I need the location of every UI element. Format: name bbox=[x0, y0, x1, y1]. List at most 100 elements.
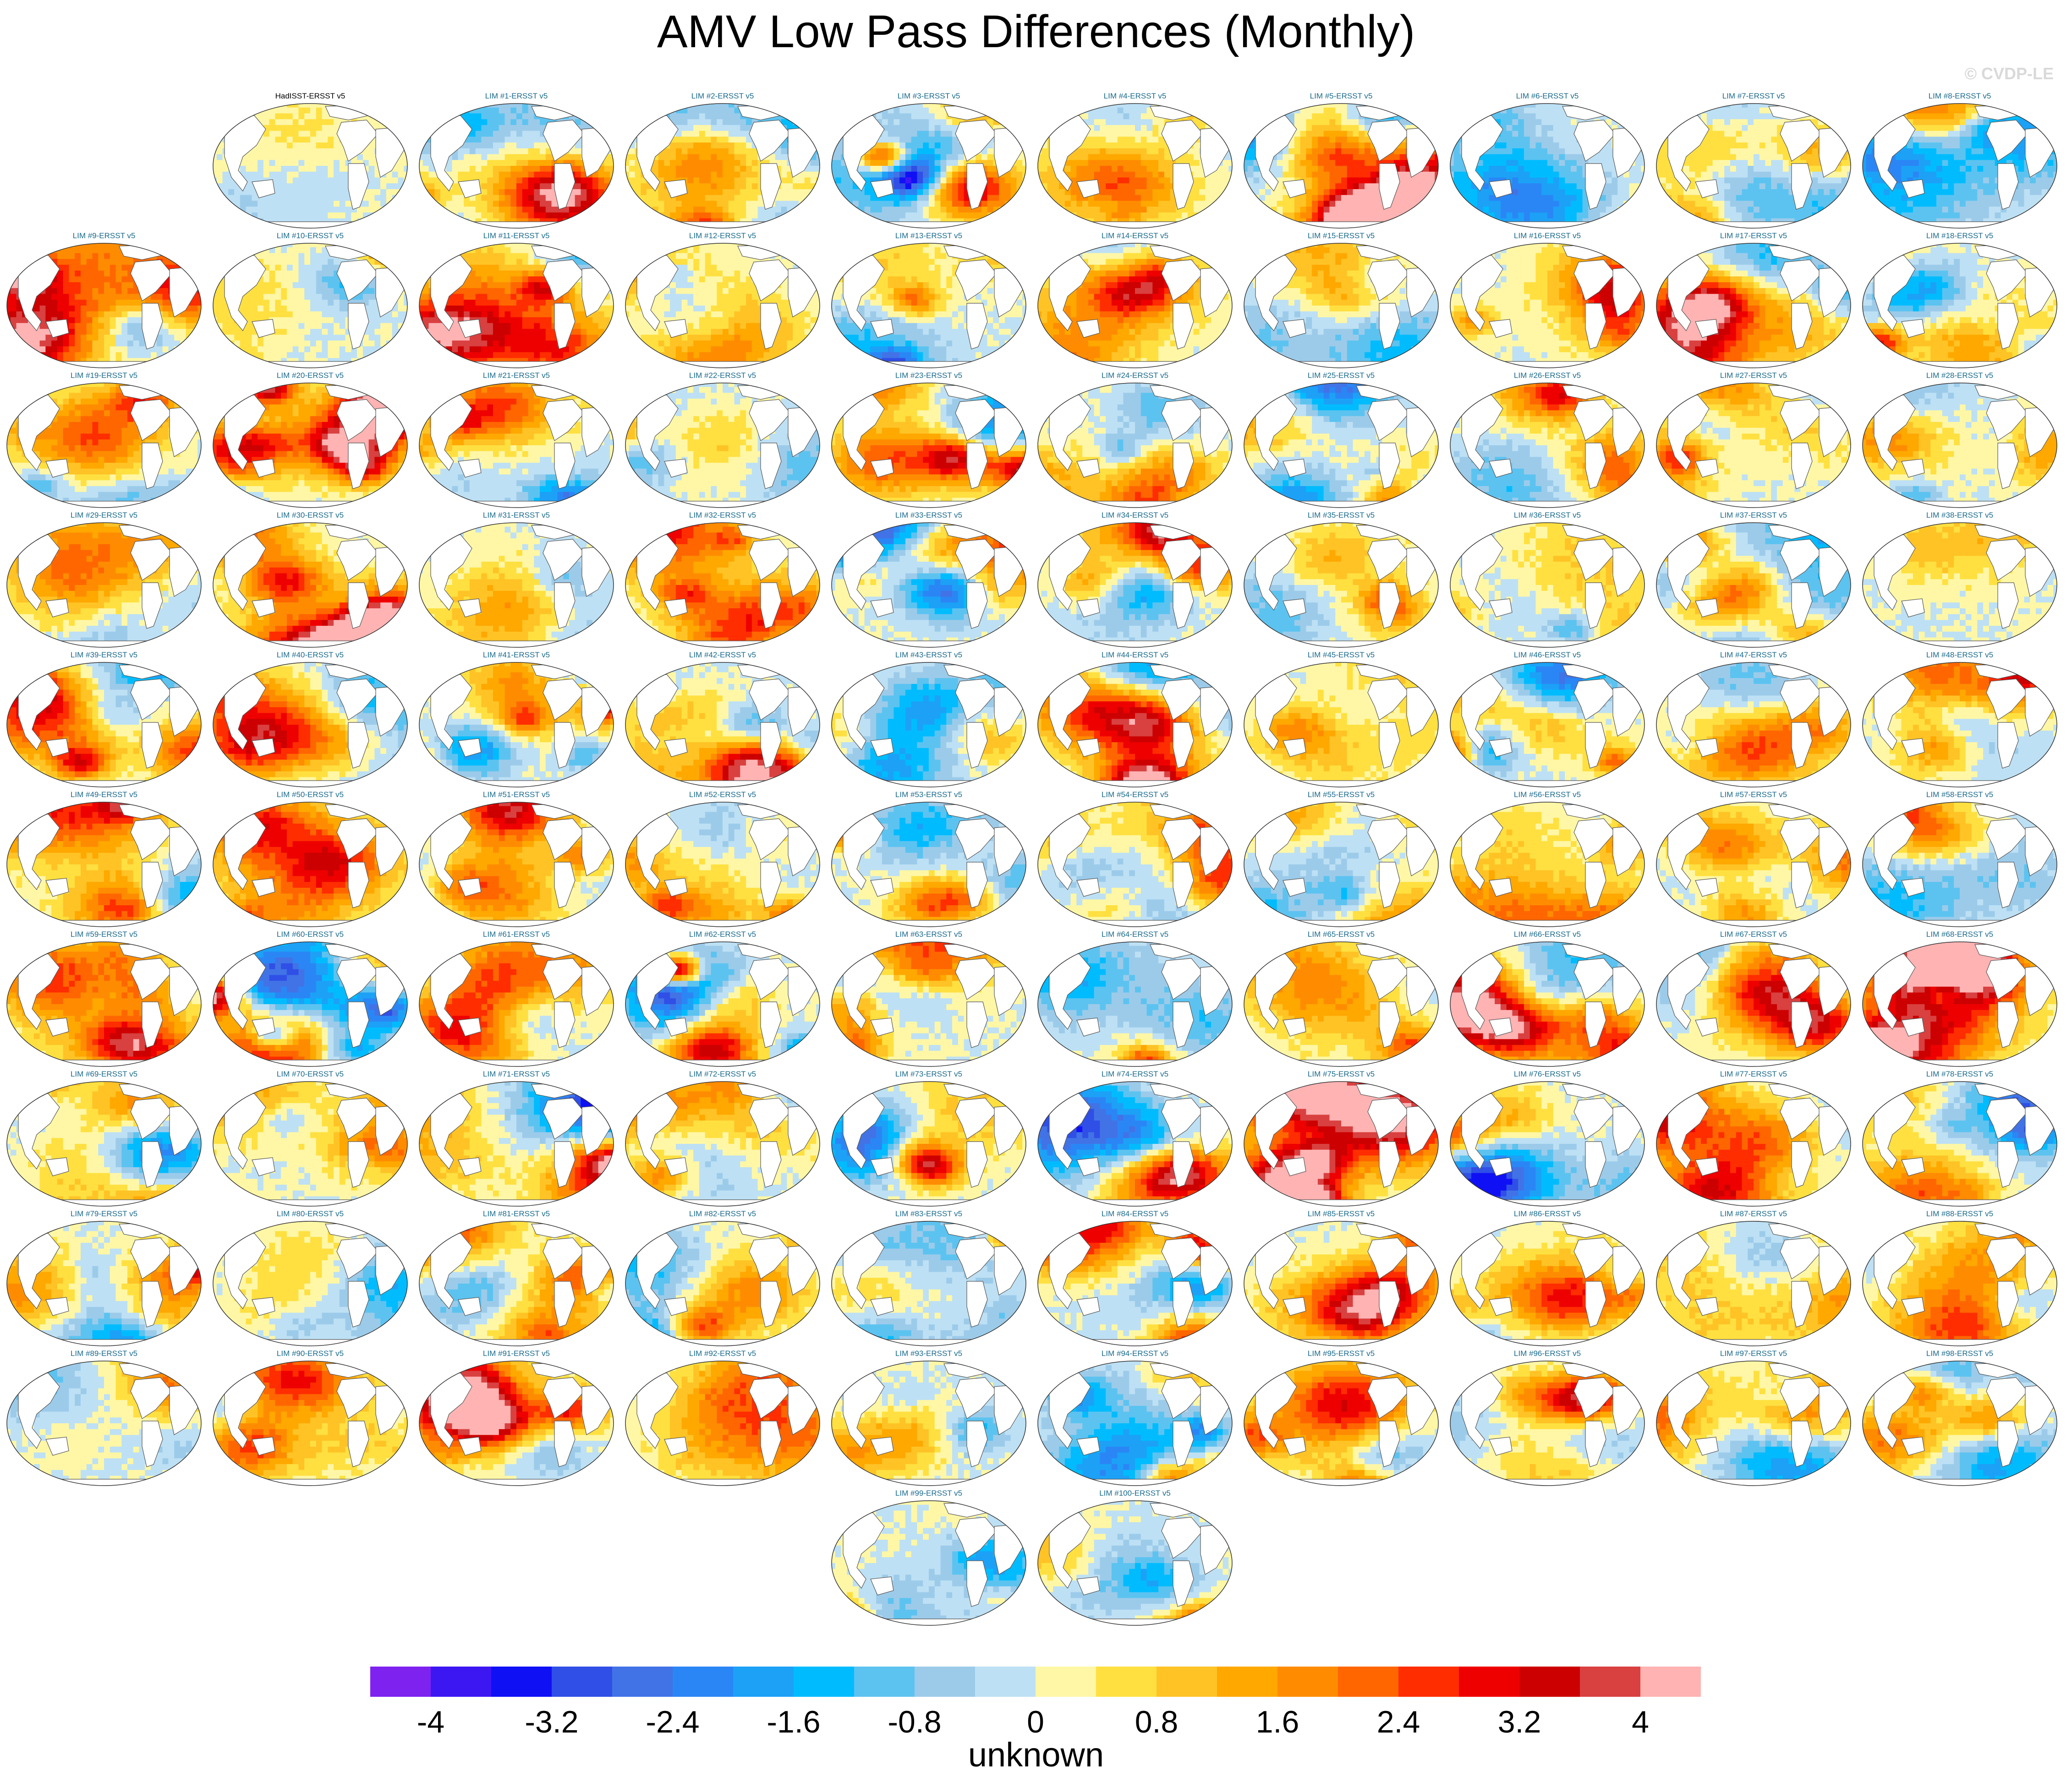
map-cell bbox=[1106, 142, 1112, 148]
map-cell bbox=[1518, 108, 1524, 114]
map-cell bbox=[1011, 183, 1017, 189]
map-cell bbox=[1188, 108, 1194, 114]
panel-title: LIM #6-ERSST v5 bbox=[1448, 92, 1647, 101]
map-cell bbox=[481, 142, 487, 148]
map-cell bbox=[1036, 207, 1041, 213]
map-cell bbox=[1059, 207, 1065, 213]
map-cell bbox=[575, 108, 581, 114]
map-cell bbox=[1141, 195, 1147, 201]
map-cell bbox=[876, 142, 882, 148]
map-cell bbox=[1535, 160, 1541, 166]
map-cell bbox=[392, 183, 398, 189]
map-cell bbox=[1329, 213, 1335, 219]
map-cell bbox=[1318, 108, 1324, 114]
map-cell bbox=[1429, 108, 1435, 114]
map-cell bbox=[946, 148, 952, 154]
map-cell bbox=[740, 213, 746, 219]
map-cell bbox=[641, 219, 647, 224]
map-cell bbox=[1036, 119, 1041, 125]
map-cell bbox=[1365, 207, 1370, 213]
map-cell bbox=[1242, 219, 1248, 224]
map-cell bbox=[740, 142, 746, 148]
map-cell bbox=[1147, 213, 1153, 219]
map-cell bbox=[1483, 160, 1489, 166]
map-cell bbox=[386, 213, 392, 219]
map-cell bbox=[687, 172, 693, 178]
map-cell bbox=[287, 189, 293, 195]
map-cell bbox=[481, 213, 487, 219]
map-cell bbox=[740, 137, 746, 142]
map-cell bbox=[1188, 102, 1194, 108]
map-cell bbox=[598, 189, 604, 195]
map-cell bbox=[687, 189, 693, 195]
map-cell bbox=[604, 125, 610, 131]
map-cell bbox=[1324, 148, 1330, 154]
map-cell bbox=[723, 142, 729, 148]
map-cell bbox=[1429, 177, 1435, 183]
map-cell bbox=[1288, 166, 1294, 172]
map-cell bbox=[1100, 137, 1106, 142]
map-cell bbox=[557, 213, 563, 219]
map-cell bbox=[1429, 125, 1435, 131]
map-cell bbox=[664, 154, 670, 160]
map-cell bbox=[635, 125, 641, 131]
map-cell bbox=[598, 108, 604, 114]
map-cell bbox=[1288, 160, 1294, 166]
map-cell bbox=[569, 207, 575, 213]
map-cell bbox=[1400, 154, 1406, 160]
map-cell bbox=[499, 108, 505, 114]
map-cell bbox=[1259, 189, 1265, 195]
map-cell bbox=[211, 189, 217, 195]
map-cell bbox=[905, 207, 911, 213]
map-cell bbox=[1265, 207, 1271, 213]
map-cell bbox=[729, 108, 735, 114]
map-cell bbox=[423, 148, 429, 154]
map-cell bbox=[1359, 154, 1365, 160]
map-cell bbox=[893, 172, 899, 178]
map-cell bbox=[1423, 189, 1429, 195]
map-cell bbox=[1123, 102, 1129, 108]
map-cell bbox=[1565, 119, 1571, 125]
map-cell bbox=[357, 224, 363, 230]
map-cell bbox=[1347, 154, 1353, 160]
map-cell bbox=[1329, 119, 1335, 125]
map-cell bbox=[322, 195, 328, 201]
map-cell bbox=[729, 125, 735, 131]
map-cell bbox=[763, 213, 769, 219]
map-cell bbox=[374, 183, 380, 189]
map-cell bbox=[369, 172, 375, 178]
map-cell bbox=[1205, 195, 1211, 201]
map-cell bbox=[735, 172, 740, 178]
map-cell bbox=[1353, 148, 1359, 154]
map-cell bbox=[481, 131, 487, 137]
map-cell bbox=[865, 102, 871, 108]
map-cell bbox=[1635, 102, 1641, 108]
map-cell bbox=[711, 172, 717, 178]
map-cell bbox=[1059, 189, 1065, 195]
map-cell bbox=[1606, 160, 1612, 166]
map-cell bbox=[1423, 125, 1429, 131]
map-cell bbox=[1324, 119, 1330, 125]
map-cell bbox=[1518, 119, 1524, 125]
map-cell bbox=[1211, 207, 1217, 213]
map-cell bbox=[1300, 207, 1306, 213]
map-cell bbox=[1306, 154, 1312, 160]
map-cell bbox=[217, 125, 223, 131]
map-cell bbox=[1242, 189, 1248, 195]
map-cell bbox=[723, 113, 729, 119]
map-cell bbox=[1347, 189, 1353, 195]
map-cell bbox=[316, 137, 322, 142]
map-cell bbox=[322, 213, 328, 219]
map-cell bbox=[705, 195, 711, 201]
map-cell bbox=[581, 189, 587, 195]
map-cell bbox=[440, 201, 446, 207]
map-cell bbox=[1306, 166, 1312, 172]
map-cell bbox=[1547, 108, 1553, 114]
map-cell bbox=[287, 195, 293, 201]
map-cell bbox=[1318, 172, 1324, 178]
map-cell bbox=[1617, 113, 1623, 119]
map-cell bbox=[664, 195, 670, 201]
map-cell bbox=[1541, 137, 1547, 142]
map-cell bbox=[363, 154, 369, 160]
map-cell bbox=[1353, 213, 1359, 219]
